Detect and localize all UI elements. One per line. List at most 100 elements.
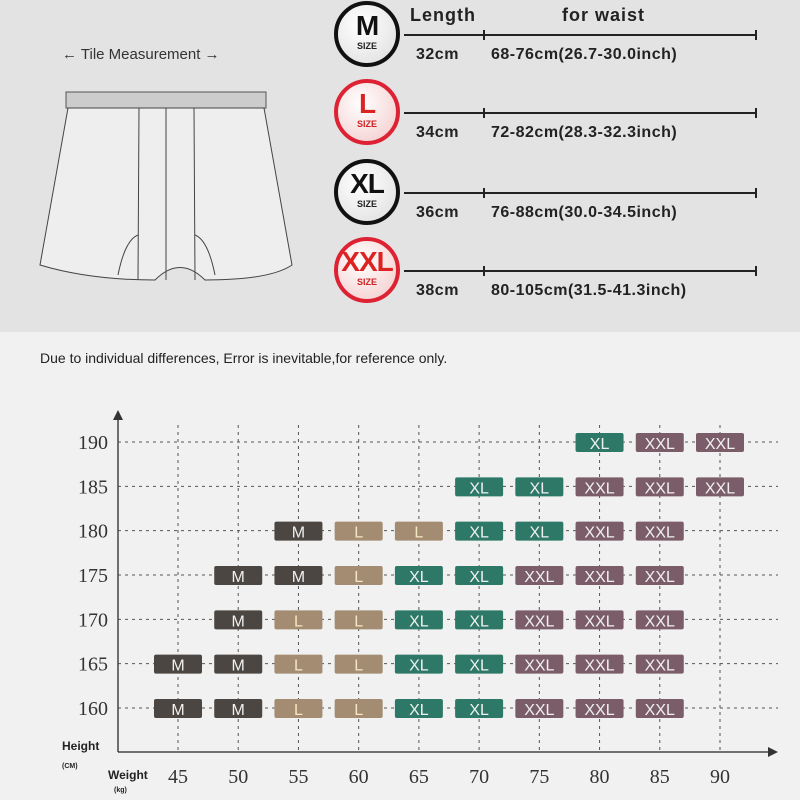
size-badge-m: M SIZE [334, 1, 400, 67]
size-cell-label: M [171, 702, 184, 719]
size-cell-label: M [171, 658, 184, 675]
y-axis-arrow-icon [113, 410, 123, 420]
size-cell-label: L [354, 569, 363, 586]
size-cell-xl [515, 521, 564, 541]
size-cell-m [214, 699, 263, 718]
measure-tick [755, 108, 757, 118]
size-cell-label: M [232, 702, 245, 719]
x-tick-label: 65 [409, 766, 429, 788]
length-value: 32cm [416, 46, 459, 63]
waist-value: 72-82cm(28.3-32.3inch) [491, 124, 678, 141]
size-cell-xxl [635, 699, 684, 718]
size-cell-label: XL [469, 480, 489, 497]
size-cell-l [334, 610, 383, 630]
size-cell-label: XL [469, 702, 489, 719]
y-tick-label: 170 [78, 609, 108, 631]
measure-tick [483, 266, 485, 276]
size-cell-xl [455, 566, 504, 585]
size-cell-xl [455, 610, 504, 630]
size-cell-l [334, 654, 383, 674]
measure-line [404, 270, 756, 272]
size-cell-label: L [294, 613, 303, 630]
x-tick-label: 45 [168, 766, 188, 788]
size-cell-xxl [515, 654, 564, 674]
size-cell-label: XL [469, 658, 489, 675]
size-cell-label: XXL [524, 613, 554, 630]
size-badge-l: L SIZE [334, 79, 400, 145]
size-cell-m [154, 699, 202, 718]
size-cell-xl [575, 433, 624, 452]
size-cell-label: XXL [645, 702, 675, 719]
x-tick-label: 70 [469, 766, 489, 788]
size-cell-xxl [515, 610, 564, 630]
size-cell-label: XXL [645, 569, 675, 586]
size-cell-label: XL [409, 702, 429, 719]
size-cell-label: XXL [584, 613, 614, 630]
length-header: Length [410, 5, 476, 25]
size-cell-xxl [575, 566, 624, 585]
size-cell-label: L [354, 613, 363, 630]
size-cell-label: XL [469, 525, 489, 542]
size-cell-label: L [354, 702, 363, 719]
measure-line [404, 192, 756, 194]
size-cell-label: XL [409, 613, 429, 630]
size-cell-label: XL [409, 658, 429, 675]
size-cell-label: XXL [645, 658, 675, 675]
x-tick-label: 80 [590, 766, 610, 788]
size-cell-label: XL [590, 436, 610, 453]
size-cell-xl [394, 654, 443, 674]
size-cell-m [214, 654, 263, 674]
size-measurement-panel: ← Tile Measurement → Length for waist M … [0, 0, 800, 332]
x-axis-arrow-icon [768, 747, 778, 757]
size-cell-m [274, 566, 323, 585]
size-cell-xxl [575, 610, 624, 630]
size-cell-label: M [292, 569, 305, 586]
measure-tick [755, 188, 757, 198]
size-cell-m [214, 566, 263, 585]
size-cell-label: XXL [524, 569, 554, 586]
measure-line [404, 34, 756, 36]
size-cell-xl [455, 477, 504, 497]
size-cell-l [334, 521, 383, 541]
size-badge-xl: XL SIZE [334, 159, 400, 225]
size-cell-label: XXL [584, 480, 614, 497]
x-axis-unit: (kg) [114, 787, 127, 794]
size-cell-xl [455, 521, 504, 541]
size-cell-l [334, 699, 383, 718]
size-cell-label: XXL [705, 436, 735, 453]
x-tick-label: 75 [529, 766, 549, 788]
disclaimer-note: Due to individual differences, Error is … [40, 350, 448, 366]
size-cell-l [274, 610, 323, 630]
size-cell-label: L [354, 658, 363, 675]
size-cell-label: XXL [584, 702, 614, 719]
size-cell-label: XL [530, 525, 550, 542]
size-cell-label: XXL [705, 480, 735, 497]
size-cell-xl [455, 654, 504, 674]
x-tick-label: 85 [650, 766, 670, 788]
size-cell-label: XXL [645, 613, 675, 630]
length-value: 38cm [416, 282, 459, 299]
size-cell-xxl [575, 699, 624, 718]
size-cell-m [214, 610, 263, 630]
size-cell-xxl [635, 477, 684, 497]
size-cell-xxl [575, 654, 624, 674]
y-axis-label: Height [62, 739, 99, 753]
size-badge-xxl: XXL SIZE [334, 237, 400, 303]
size-cell-label: M [232, 613, 245, 630]
size-cell-l [394, 521, 443, 541]
size-cell-label: XXL [645, 436, 675, 453]
size-cell-xxl [515, 566, 564, 585]
measure-line [404, 112, 756, 114]
measure-tick [483, 30, 485, 40]
size-cell-label: M [292, 525, 305, 542]
measure-tick [483, 188, 485, 198]
size-cell-l [274, 699, 323, 718]
size-cell-xl [455, 699, 504, 718]
size-cell-xl [394, 610, 443, 630]
size-cell-xxl [696, 477, 744, 497]
size-cell-m [154, 654, 202, 674]
size-cell-xl [515, 477, 564, 497]
size-cell-xl [394, 699, 443, 718]
size-cell-xxl [635, 610, 684, 630]
